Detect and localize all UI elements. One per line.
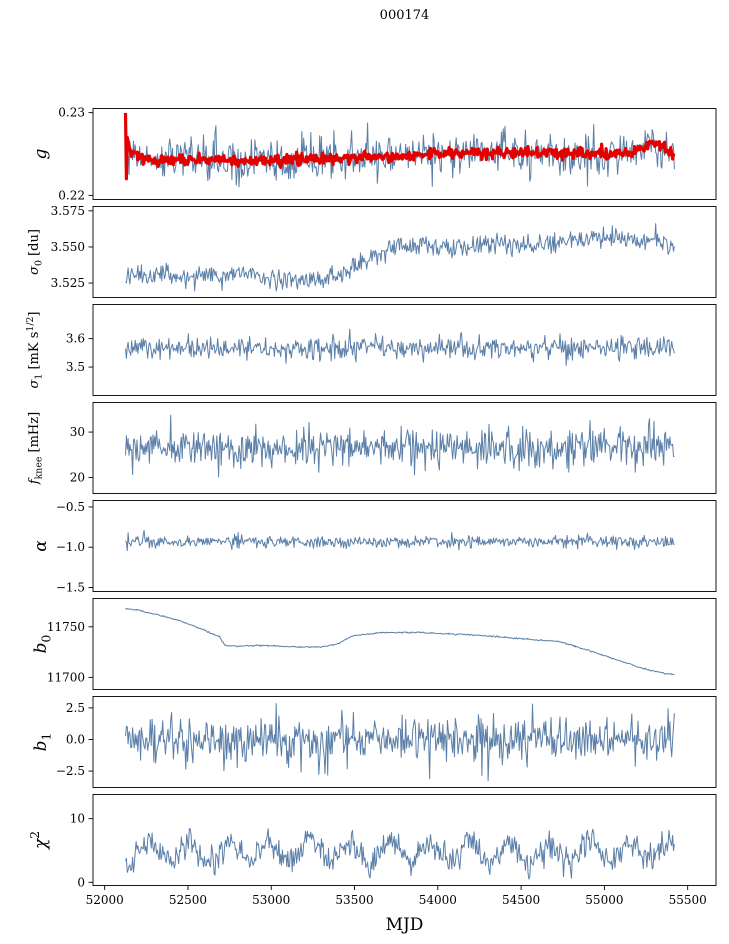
panel-g: 0.22 0.23 g — [31, 106, 717, 202]
y-tick-label: −2.5 — [56, 764, 85, 778]
panel-b1: −2.5 0.0 2.5 b1 — [31, 696, 717, 788]
series-b1 — [125, 703, 675, 782]
x-tick-label: 54500 — [502, 893, 540, 907]
plot-frame — [92, 304, 717, 396]
y-tick-label: 11750 — [47, 620, 85, 634]
y-axis-label-b1: b1 — [31, 733, 53, 752]
plot-frame — [92, 206, 717, 298]
plot-frame — [92, 598, 717, 690]
y-tick-label: 20 — [70, 471, 85, 485]
y-axis-label-fknee: fknee [mHz] — [27, 412, 44, 485]
y-axis-label-alpha: α — [31, 540, 51, 552]
chart-title: 000174 — [379, 8, 430, 23]
series-sigma0 — [125, 223, 675, 292]
plot-frame — [92, 402, 717, 494]
y-tick-label: 0 — [77, 875, 85, 889]
y-tick-label: 3.6 — [66, 332, 85, 346]
y-tick-label: 3.575 — [51, 204, 85, 218]
y-tick-label: 3.525 — [51, 276, 85, 290]
x-tick-label: 52500 — [169, 893, 207, 907]
y-tick-label: 0.23 — [58, 106, 85, 120]
y-axis-label-sigma0: σ0 [du] — [27, 229, 44, 275]
plot-frame — [92, 794, 717, 886]
x-tick-label: 55000 — [585, 893, 623, 907]
panel-sigma0: 3.525 3.550 3.575 σ0 [du] — [27, 204, 717, 298]
y-axis-label-b0: b0 — [31, 635, 53, 654]
series-fknee — [125, 414, 675, 478]
plot-frame — [92, 696, 717, 788]
y-axis-label-sigma1: σ1 [mK s1/2] — [25, 312, 44, 389]
y-tick-label: 2.5 — [66, 701, 85, 715]
x-axis-label: MJD — [386, 915, 424, 935]
series-g-smoothed — [123, 112, 676, 181]
plot-frame — [92, 108, 717, 200]
x-tick-label: 55500 — [669, 893, 707, 907]
plot-frame — [92, 500, 717, 592]
y-tick-label: 0.22 — [58, 188, 85, 202]
y-axis-label-g: g — [31, 148, 51, 159]
series-b0 — [125, 608, 675, 676]
y-tick-label: −1.0 — [56, 540, 85, 554]
y-tick-label: 30 — [70, 425, 85, 439]
y-axis-label-chi2: χ2 — [28, 831, 51, 850]
panels: 0.22 0.23 g 3.525 3.550 3.575 σ0 [du] 3.5 3.6 σ1 … — [0, 106, 729, 944]
panel-chi2: 0 10 χ2 52000 52500 53000 53500 54000 54500 55000… — [28, 794, 717, 935]
y-tick-label: 3.5 — [66, 360, 85, 374]
y-tick-label: 3.550 — [51, 240, 85, 254]
series-sigma1 — [125, 328, 675, 366]
series-alpha — [125, 529, 675, 552]
panel-sigma1: 3.5 3.6 σ1 [mK s1/2] — [25, 304, 717, 396]
y-tick-label: −1.5 — [56, 580, 85, 594]
x-tick-label: 53000 — [252, 893, 290, 907]
x-tick-label: 52000 — [86, 893, 124, 907]
x-tick-label: 54000 — [419, 893, 457, 907]
y-tick-label: 11700 — [47, 670, 85, 684]
y-tick-label: 10 — [70, 812, 85, 826]
panel-alpha: −1.5 −1.0 −0.5 α — [31, 500, 717, 594]
y-tick-label: 0.0 — [66, 732, 85, 746]
panel-fknee: 20 30 fknee [mHz] — [27, 402, 717, 494]
series-chi2 — [125, 828, 675, 880]
x-tick-label: 53500 — [335, 893, 373, 907]
y-tick-label: −0.5 — [56, 500, 85, 514]
